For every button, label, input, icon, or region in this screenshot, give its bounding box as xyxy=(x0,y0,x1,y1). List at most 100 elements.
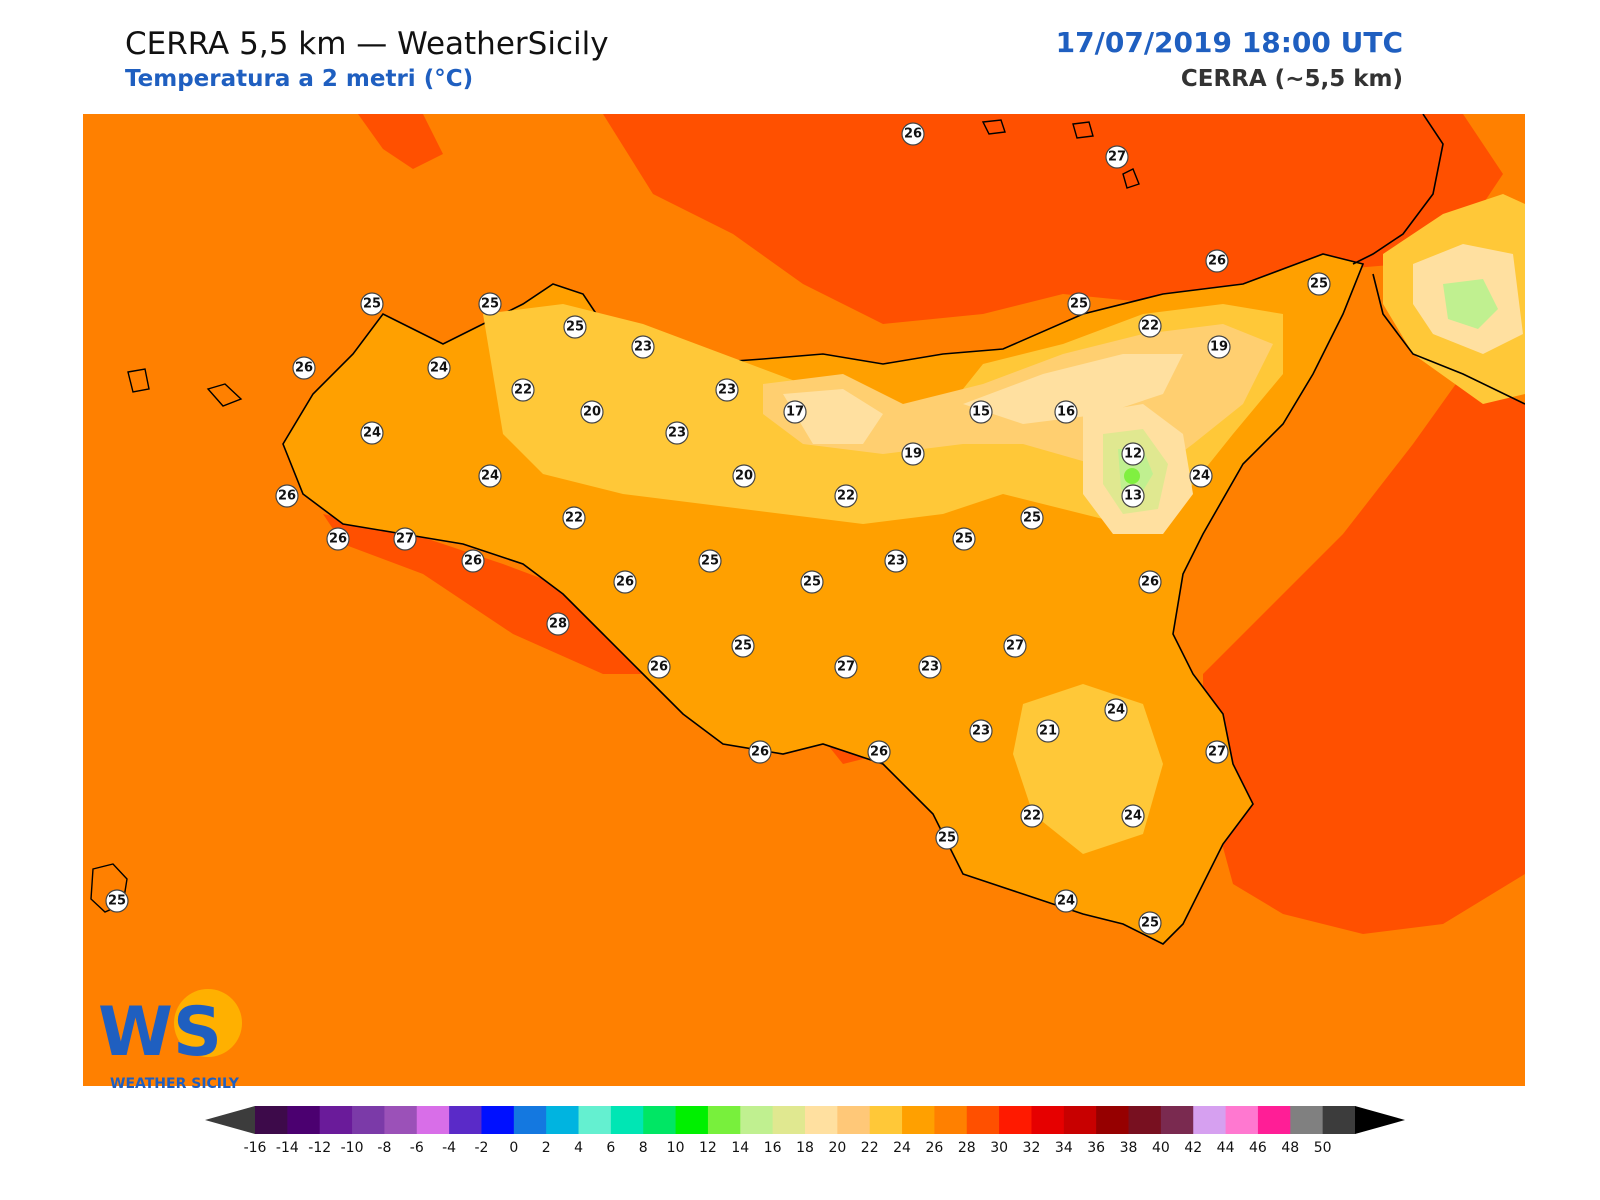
colorbar-tick-label: 4 xyxy=(574,1140,583,1156)
station-value: 25 xyxy=(566,320,584,335)
colorbar-swatch xyxy=(352,1106,385,1134)
station-label: 17 xyxy=(783,400,807,424)
station-label: 27 xyxy=(1105,145,1129,169)
colorbar-tick-label: 16 xyxy=(764,1140,782,1156)
station-value: 23 xyxy=(921,660,939,675)
station-label: 25 xyxy=(698,549,722,573)
colorbar-tick-label: 10 xyxy=(667,1140,685,1156)
colorbar-swatch xyxy=(869,1106,903,1134)
colorbar-swatch xyxy=(1225,1106,1259,1134)
colorbar-tick-label: -14 xyxy=(276,1140,299,1156)
station-value: 20 xyxy=(735,469,753,484)
station-value: 19 xyxy=(1210,340,1228,355)
station-labels: 26 27 26 25 25 25 25 23 22 19 26 24 25 23 22 20 23 17 15 16… xyxy=(105,122,1331,935)
colorbar-tick-label: 8 xyxy=(639,1140,648,1156)
colorbar-swatch xyxy=(1257,1106,1291,1134)
station-label: 26 xyxy=(901,122,925,146)
station-value: 19 xyxy=(904,447,922,462)
station-label: 24 xyxy=(1121,804,1145,828)
colorbar-tick-label: -12 xyxy=(308,1140,331,1156)
station-value: 25 xyxy=(1070,297,1088,312)
station-label: 25 xyxy=(105,889,129,913)
station-value: 28 xyxy=(549,617,567,632)
station-label: 24 xyxy=(1189,464,1213,488)
colorbar-swatch xyxy=(740,1106,774,1134)
colorbar-swatch xyxy=(449,1106,482,1134)
colorbar-swatch xyxy=(837,1106,871,1134)
station-label: 15 xyxy=(969,400,993,424)
colorbar-swatch xyxy=(1128,1106,1162,1134)
station-value: 24 xyxy=(1107,703,1125,718)
colorbar-swatch xyxy=(675,1106,709,1134)
colorbar-tick-label: 6 xyxy=(606,1140,615,1156)
colorbar-swatch xyxy=(1290,1106,1324,1134)
station-value: 21 xyxy=(1039,724,1057,739)
colorbar-swatch xyxy=(319,1106,353,1134)
colorbar-swatch xyxy=(578,1106,612,1134)
station-label: 28 xyxy=(546,612,570,636)
station-value: 27 xyxy=(837,660,855,675)
station-label: 26 xyxy=(275,484,299,508)
station-value: 15 xyxy=(972,405,990,420)
station-label: 23 xyxy=(884,549,908,573)
colorbar-swatch xyxy=(1322,1106,1356,1134)
station-value: 24 xyxy=(1192,469,1210,484)
station-label: 23 xyxy=(631,335,655,359)
station-value: 26 xyxy=(1141,575,1159,590)
station-value: 25 xyxy=(1023,511,1041,526)
station-label: 26 xyxy=(1138,570,1162,594)
station-label: 24 xyxy=(360,421,384,445)
station-label: 16 xyxy=(1054,400,1078,424)
station-value: 24 xyxy=(430,361,448,376)
station-value: 23 xyxy=(634,340,652,355)
colorbar-tick-label: 14 xyxy=(731,1140,749,1156)
station-label: 23 xyxy=(969,719,993,743)
station-value: 24 xyxy=(1057,894,1075,909)
station-value: 25 xyxy=(701,554,719,569)
colorbar-tick-label: 32 xyxy=(1023,1140,1041,1156)
station-value: 25 xyxy=(803,575,821,590)
station-label: 26 xyxy=(1205,249,1229,273)
station-label: 25 xyxy=(1067,292,1091,316)
colorbar-tick-label: 48 xyxy=(1281,1140,1299,1156)
colorbar-swatches xyxy=(205,1106,1405,1134)
station-label: 27 xyxy=(1205,740,1229,764)
station-label: 13 xyxy=(1121,484,1145,508)
station-value: 26 xyxy=(329,532,347,547)
colorbar-swatch xyxy=(1096,1106,1130,1134)
station-label: 21 xyxy=(1036,719,1060,743)
colorbar-swatch xyxy=(255,1106,288,1134)
station-value: 26 xyxy=(751,745,769,760)
colorbar-tick-label: 36 xyxy=(1087,1140,1105,1156)
warm-zone-northwest xyxy=(358,114,443,169)
station-value: 24 xyxy=(481,469,499,484)
colorbar-tick-label: -8 xyxy=(377,1140,391,1156)
station-label: 22 xyxy=(511,378,535,402)
colorbar-tick-label: -4 xyxy=(442,1140,456,1156)
station-label: 22 xyxy=(1138,314,1162,338)
colorbar-swatch xyxy=(513,1106,547,1134)
station-value: 23 xyxy=(972,724,990,739)
station-label: 25 xyxy=(1020,506,1044,530)
station-value: 24 xyxy=(1124,809,1142,824)
station-label: 25 xyxy=(478,292,502,316)
station-value: 26 xyxy=(870,745,888,760)
model-name: CERRA (~5,5 km) xyxy=(1180,66,1403,92)
colorbar-swatch xyxy=(416,1106,450,1134)
station-label: 19 xyxy=(901,442,925,466)
station-value: 25 xyxy=(1310,277,1328,292)
station-value: 26 xyxy=(295,361,313,376)
station-value: 27 xyxy=(1208,745,1226,760)
colorbar-swatch xyxy=(934,1106,968,1134)
colorbar-tick-label: -6 xyxy=(410,1140,424,1156)
station-value: 26 xyxy=(278,489,296,504)
station-value: 22 xyxy=(1141,319,1159,334)
station-label: 25 xyxy=(952,527,976,551)
colorbar-tick-label: 42 xyxy=(1184,1140,1202,1156)
station-label: 26 xyxy=(748,740,772,764)
colorbar-swatch xyxy=(772,1106,806,1134)
map-datetime: 17/07/2019 18:00 UTC xyxy=(1055,26,1403,59)
station-value: 17 xyxy=(786,405,804,420)
station-value: 26 xyxy=(464,554,482,569)
colorbar-swatch xyxy=(384,1106,418,1134)
